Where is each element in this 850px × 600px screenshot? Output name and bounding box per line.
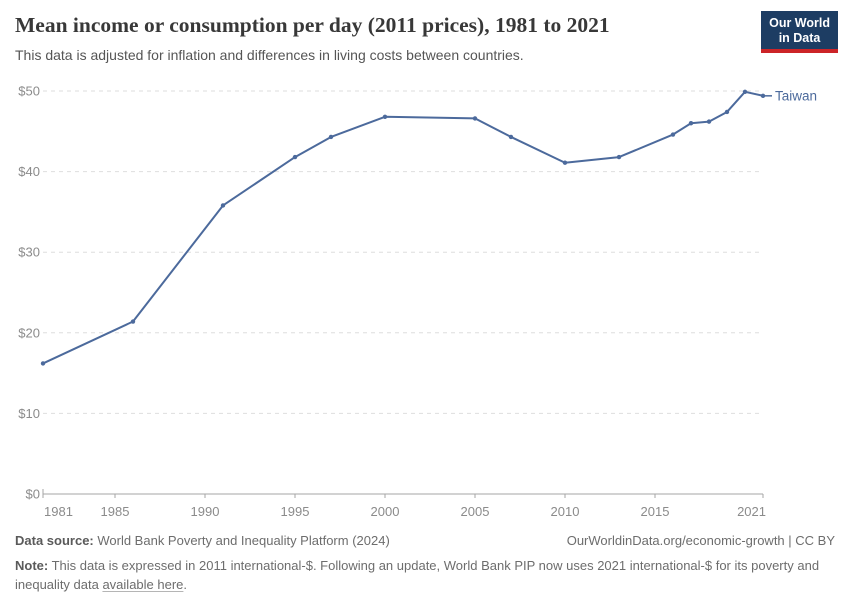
- data-point-marker: [706, 119, 712, 124]
- data-point-marker: [760, 93, 766, 99]
- data-point-marker: [382, 114, 388, 119]
- y-tick-label: $30: [18, 245, 40, 260]
- data-point-marker: [472, 116, 478, 121]
- data-point-marker: [220, 203, 226, 208]
- data-point-marker: [40, 361, 46, 366]
- x-tick-label: 1990: [191, 504, 220, 519]
- line-chart: $0 $10 $20 $30 $40 $50 1981 1985 1990 1995 2000 200…: [18, 84, 817, 520]
- y-tick-label: $40: [18, 164, 40, 179]
- data-source-text: World Bank Poverty and Inequality Platfo…: [93, 533, 390, 548]
- owid-logo-line1: Our World: [769, 16, 830, 30]
- attribution-text: OurWorldinData.org/economic-growth | CC …: [566, 533, 835, 548]
- data-point-marker: [562, 160, 568, 165]
- chart-note: Note: This data is expressed in 2011 int…: [15, 557, 835, 594]
- data-source: Data source: World Bank Poverty and Ineq…: [15, 532, 390, 550]
- x-tick-label: 2010: [551, 504, 580, 519]
- data-point-marker: [130, 319, 136, 324]
- x-tick-label: 2021: [737, 504, 766, 519]
- data-point-marker: [616, 154, 622, 160]
- data-point-marker: [292, 154, 298, 160]
- data-point-marker: [328, 134, 334, 140]
- x-tick-label: 1985: [101, 504, 130, 519]
- chart-subtitle: This data is adjusted for inflation and …: [15, 46, 524, 63]
- x-tick-label: 2000: [371, 504, 400, 519]
- owid-logo: Our World in Data: [761, 11, 838, 53]
- x-tick-label: 2015: [641, 504, 670, 519]
- data-source-label: Data source:: [15, 533, 94, 548]
- note-text: This data is expressed in 2011 internati…: [15, 558, 820, 592]
- data-point-marker: [724, 109, 730, 115]
- owid-logo-line2: in Data: [778, 30, 821, 45]
- chart-header: Mean income or consumption per day (2011…: [15, 13, 755, 64]
- y-tick-label: $10: [18, 406, 40, 421]
- data-point-marker: [670, 132, 676, 137]
- series-end-label: Taiwan: [775, 88, 817, 103]
- available-here-link[interactable]: available here: [102, 576, 184, 592]
- series-line: [42, 90, 764, 365]
- x-tick-label: 2005: [461, 504, 490, 519]
- data-point-marker: [742, 89, 748, 95]
- note-suffix: .: [183, 576, 188, 592]
- y-tick-label: $0: [26, 487, 40, 502]
- x-tick-label: 1981: [44, 504, 73, 519]
- chart-title: Mean income or consumption per day (2011…: [15, 13, 610, 37]
- x-tick-label: 1995: [281, 504, 310, 519]
- y-tick-label: $20: [18, 325, 40, 340]
- data-point-marker: [688, 121, 694, 126]
- data-point-marker: [508, 134, 514, 140]
- y-tick-label: $50: [18, 84, 40, 99]
- chart-footer: Data source: World Bank Poverty and Ineq…: [15, 532, 835, 594]
- note-label: Note:: [15, 558, 49, 574]
